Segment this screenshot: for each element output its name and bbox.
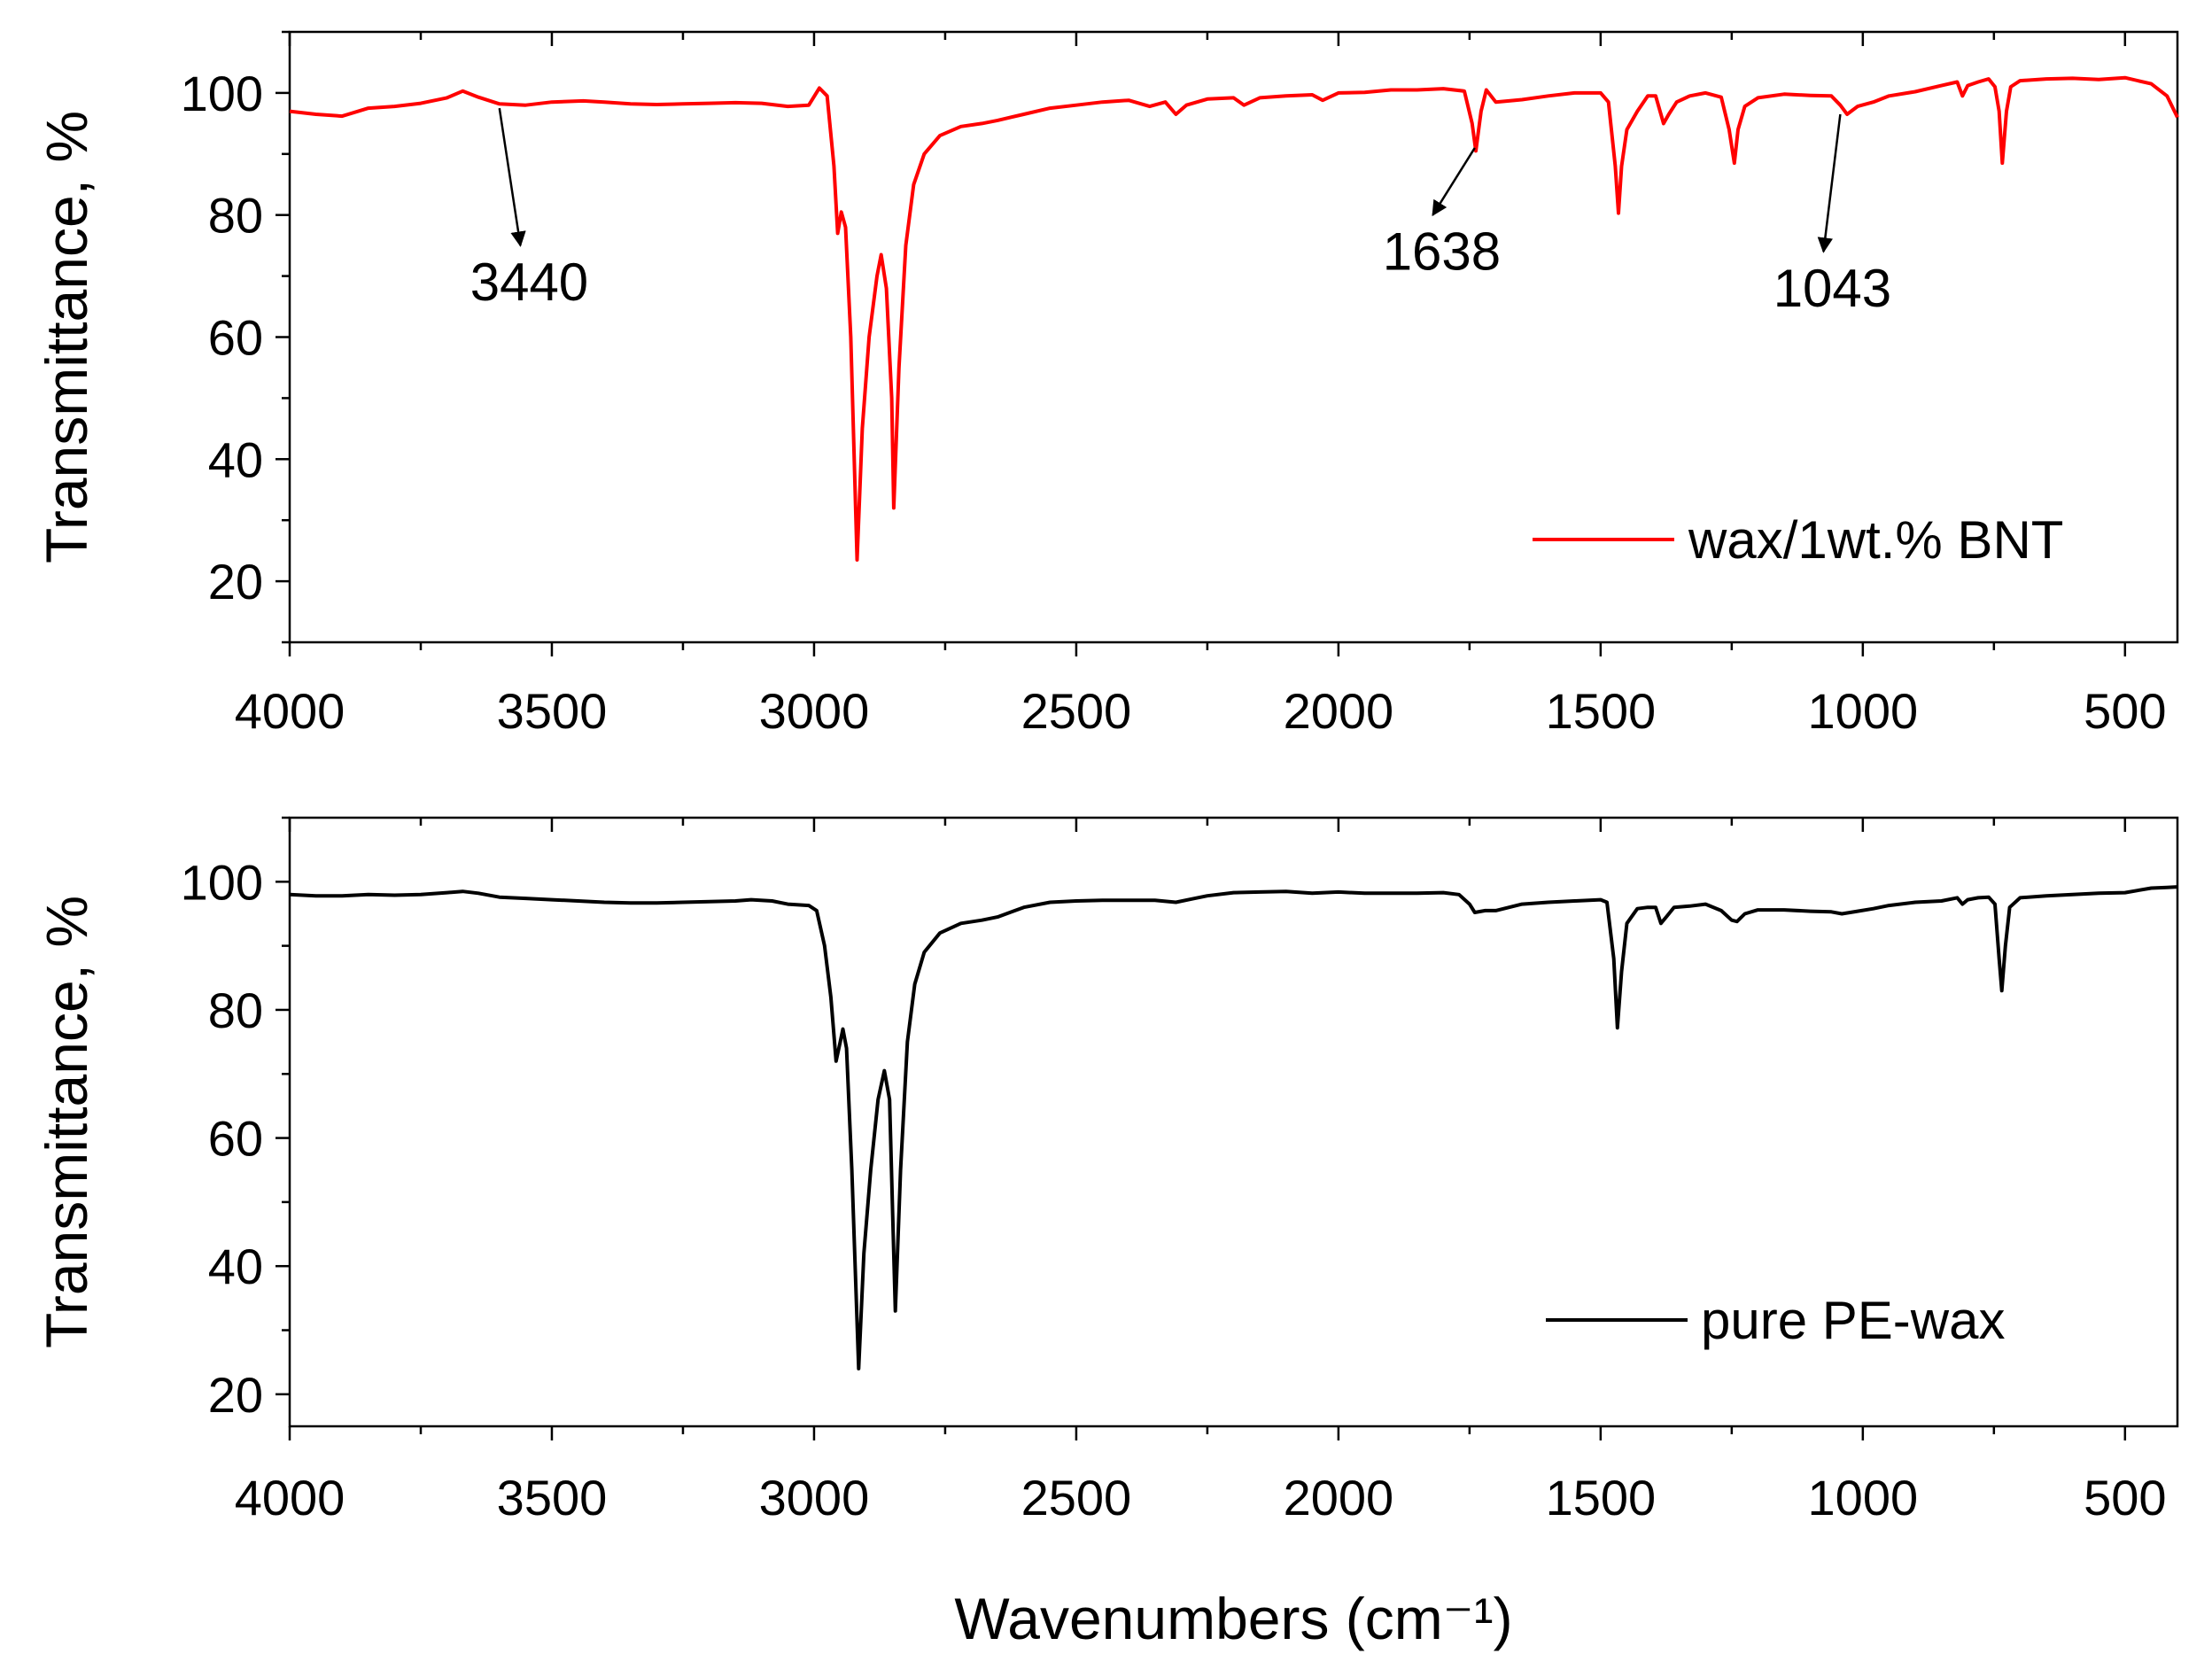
y-tick-label: 60 bbox=[208, 1111, 263, 1167]
y-axis-title: Transmittance, % bbox=[34, 111, 99, 563]
y-tick-label: 80 bbox=[208, 188, 263, 244]
x-tick-label: 1500 bbox=[1546, 1470, 1657, 1526]
annotation-label: 1043 bbox=[1773, 259, 1891, 318]
y-axis-title: Transmittance, % bbox=[34, 896, 99, 1348]
annotation-label: 1638 bbox=[1383, 222, 1501, 282]
x-tick-label: 3500 bbox=[497, 683, 608, 739]
x-tick-label: 2500 bbox=[1021, 683, 1132, 739]
series-line bbox=[289, 885, 2178, 1370]
x-tick-label: 4000 bbox=[235, 683, 345, 739]
annotation-arrow bbox=[498, 107, 526, 247]
y-tick-label: 20 bbox=[208, 1367, 263, 1423]
x-tick-label: 3000 bbox=[759, 683, 870, 739]
x-tick-label: 4000 bbox=[235, 1470, 345, 1526]
top-panel-wax-bnt: 4000 3500 3000 2500 2000 1500 1000 500 20 40 60 80 1… bbox=[34, 30, 2179, 739]
x-tick-label: 3000 bbox=[759, 1470, 870, 1526]
y-tick-label: 40 bbox=[208, 431, 263, 487]
y-tick-label: 80 bbox=[208, 982, 263, 1038]
x-tick-label: 1000 bbox=[1808, 1470, 1919, 1526]
x-tick-label: 500 bbox=[2084, 1470, 2166, 1526]
annotation-arrow bbox=[1817, 113, 1842, 253]
y-tick-label: 20 bbox=[208, 554, 263, 609]
x-tick-label: 1000 bbox=[1808, 683, 1919, 739]
y-tick-label: 100 bbox=[181, 854, 263, 910]
x-tick-label: 500 bbox=[2084, 683, 2166, 739]
legend-label: pure PE-wax bbox=[1701, 1291, 2005, 1350]
x-tick-label: 2000 bbox=[1284, 1470, 1394, 1526]
annotation-arrow bbox=[1432, 147, 1476, 217]
legend-label: wax/1wt.% BNT bbox=[1688, 510, 2063, 570]
bottom-panel-pure-pe-wax: 4000 3500 3000 2500 2000 1500 1000 500 20 40 60 80 1… bbox=[34, 816, 2179, 1651]
y-tick-label: 60 bbox=[208, 310, 263, 366]
plot-frame bbox=[288, 816, 2179, 1428]
x-tick-label: 1500 bbox=[1546, 683, 1657, 739]
y-tick-label: 100 bbox=[181, 66, 263, 121]
y-tick-label: 40 bbox=[208, 1238, 263, 1294]
x-tick-label: 2500 bbox=[1021, 1470, 1132, 1526]
x-tick-label: 3500 bbox=[497, 1470, 608, 1526]
x-tick-label: 2000 bbox=[1284, 683, 1394, 739]
series-line bbox=[289, 75, 2179, 562]
x-axis-title: Wavenumbers (cm⁻¹) bbox=[954, 1586, 1512, 1651]
annotation-label: 3440 bbox=[470, 252, 588, 312]
